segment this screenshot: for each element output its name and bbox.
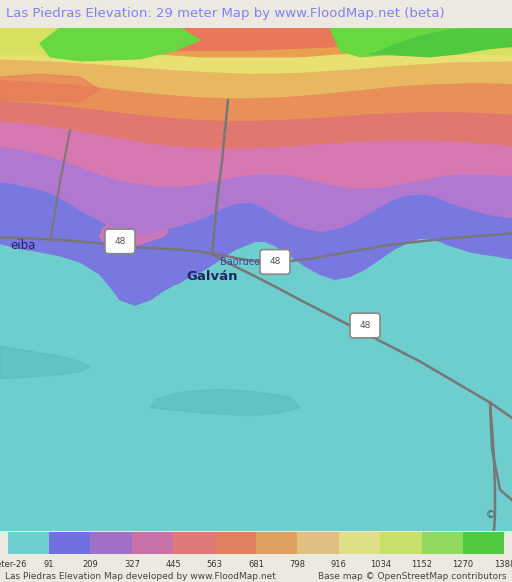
Polygon shape: [0, 238, 512, 531]
FancyBboxPatch shape: [260, 250, 290, 274]
Text: 563: 563: [207, 560, 223, 569]
Bar: [49, 532, 91, 554]
Bar: [215, 532, 256, 554]
Bar: [463, 532, 504, 554]
Polygon shape: [0, 100, 512, 148]
Text: 916: 916: [331, 560, 347, 569]
Text: 48: 48: [269, 257, 281, 267]
Polygon shape: [0, 79, 512, 120]
Bar: [256, 532, 297, 554]
Text: eiba: eiba: [10, 239, 35, 252]
Polygon shape: [100, 217, 168, 249]
FancyBboxPatch shape: [350, 313, 380, 338]
Text: 48: 48: [359, 321, 371, 330]
Bar: [173, 532, 215, 554]
Bar: [91, 532, 132, 554]
Text: 1388: 1388: [494, 560, 512, 569]
Polygon shape: [40, 28, 200, 61]
Polygon shape: [0, 28, 512, 54]
Text: Base map © OpenStreetMap contributors: Base map © OpenStreetMap contributors: [318, 572, 507, 581]
Text: 48: 48: [114, 237, 125, 246]
Polygon shape: [0, 146, 512, 233]
Text: Las Piedras Elevation: 29 meter Map by www.FloodMap.net (beta): Las Piedras Elevation: 29 meter Map by w…: [6, 8, 445, 20]
Bar: [380, 532, 421, 554]
FancyBboxPatch shape: [105, 229, 135, 254]
Polygon shape: [0, 182, 512, 305]
Bar: [8, 532, 49, 554]
Text: ©: ©: [485, 510, 495, 520]
Polygon shape: [0, 120, 512, 188]
Text: 681: 681: [248, 560, 264, 569]
Text: 798: 798: [289, 560, 305, 569]
Polygon shape: [0, 74, 100, 102]
Polygon shape: [150, 389, 300, 416]
Bar: [132, 532, 173, 554]
Text: 327: 327: [124, 560, 140, 569]
Polygon shape: [60, 28, 380, 51]
Text: 209: 209: [82, 560, 98, 569]
Bar: [339, 532, 380, 554]
Polygon shape: [330, 28, 512, 56]
Text: 1152: 1152: [411, 560, 432, 569]
Polygon shape: [80, 28, 420, 56]
Text: meter-26: meter-26: [0, 560, 27, 569]
Text: Baoruco: Baoruco: [220, 257, 260, 267]
Text: 1270: 1270: [453, 560, 474, 569]
Text: Galván: Galván: [186, 270, 238, 283]
Text: Las Piedras Elevation Map developed by www.FloodMap.net: Las Piedras Elevation Map developed by w…: [5, 572, 276, 581]
Bar: [421, 532, 463, 554]
Text: 445: 445: [165, 560, 181, 569]
Polygon shape: [370, 28, 512, 56]
Bar: [297, 532, 339, 554]
Text: 91: 91: [44, 560, 54, 569]
Polygon shape: [0, 43, 512, 73]
Polygon shape: [0, 346, 90, 379]
Text: 1034: 1034: [370, 560, 391, 569]
Polygon shape: [0, 59, 512, 98]
